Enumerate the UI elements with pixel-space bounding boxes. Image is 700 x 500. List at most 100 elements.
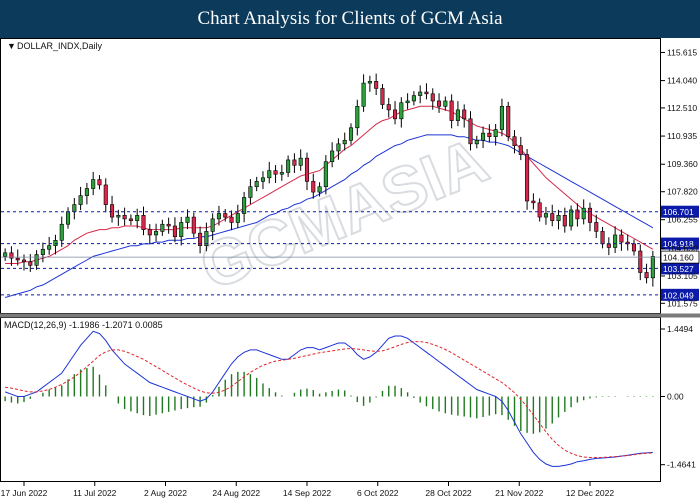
candle-down (550, 213, 555, 221)
time-tick-label: 28 Oct 2022 (425, 488, 472, 498)
candle-up (154, 231, 159, 236)
triangle-icon[interactable]: ▼ (7, 41, 16, 51)
candle-down (600, 231, 605, 245)
candle-down (392, 109, 398, 120)
candle-up (78, 195, 83, 205)
ma-slow-line (4, 134, 654, 298)
candle-up (355, 106, 360, 129)
candle-down (587, 207, 593, 223)
candle-up (47, 245, 52, 250)
time-axis: 17 Jun 2022 11 Jul 2022 2 Aug 2022 24 Aug 2… (1, 482, 614, 498)
time-tick-label: 21 Nov 2022 (495, 488, 543, 498)
candle-down (141, 215, 146, 230)
candle-up (260, 177, 266, 182)
price-tick-label: 104.630 (667, 244, 698, 254)
candle-up (40, 248, 45, 255)
candle-up (254, 181, 259, 188)
price-tick-label: 115.615 (667, 47, 697, 57)
time-tick-label: 11 Jul 2022 (73, 488, 117, 498)
candle-up (72, 204, 77, 213)
time-tick-label: 2 Aug 2022 (144, 488, 187, 498)
candle-up (399, 102, 404, 120)
price-tick-label: 109.360 (667, 159, 698, 169)
candle-up (474, 139, 479, 145)
candle-down (15, 257, 20, 261)
macd-lines (4, 330, 653, 467)
level-price-label: 103.527 (663, 264, 694, 274)
candle-down (430, 93, 435, 102)
candle-down (110, 204, 115, 218)
price-tick-label: 110.935 (667, 131, 697, 141)
candle-down (468, 118, 473, 145)
price-tick-label: 112.510 (667, 103, 697, 113)
candle-down (223, 213, 228, 218)
candle-up (361, 82, 366, 107)
horizontal-levels: 106.701 104.918 103.527 102.049 104.160 (1, 205, 700, 301)
candle-down (166, 223, 171, 227)
candle-up (116, 215, 121, 218)
candle-up (556, 215, 561, 221)
candle-up (235, 213, 240, 223)
candle-up (323, 161, 328, 188)
price-pane-frame (0, 38, 661, 314)
candle-down (619, 234, 624, 243)
level-price-label: 106.701 (663, 207, 694, 217)
level-price-box (661, 205, 699, 218)
candle-down (537, 202, 542, 218)
candle-up (34, 254, 39, 266)
price-tick-label: 114.040 (667, 76, 697, 86)
level-price-box (661, 237, 699, 250)
price-axis: 101.575 103.105 104.630 106.255 107.820 109.3… (661, 47, 698, 308)
candle-up (242, 197, 247, 214)
candle-down (531, 200, 536, 204)
candle-up (405, 100, 410, 104)
candle-down (21, 259, 27, 263)
candle-down (506, 106, 511, 137)
candle-down (644, 272, 649, 279)
candle-down (638, 250, 643, 273)
candle-down (172, 225, 177, 238)
candle-down (437, 100, 442, 107)
macd-tick-label: 1.4494 (667, 324, 693, 334)
current-price-label: 104.160 (663, 253, 694, 263)
time-tick-label: 14 Sep 2022 (283, 488, 331, 498)
candle-up (613, 234, 618, 248)
candle-up (348, 127, 354, 141)
candle-down (229, 216, 234, 223)
candle-up (298, 157, 303, 166)
candle-up (53, 240, 58, 246)
candle-up (543, 213, 548, 218)
candle-up (581, 207, 586, 220)
chart-banner-title: Chart Analysis for Clients of GCM Asia (0, 0, 700, 38)
candle-down (487, 132, 492, 137)
candle-up (59, 223, 64, 241)
candle-up (650, 256, 655, 279)
signal-line (5, 341, 653, 458)
candle-up (84, 188, 89, 196)
candle-up (65, 211, 71, 225)
candle-up (418, 91, 423, 96)
macd-title: MACD(12,26,9) -1.1986 -1.2071 0.0085 (4, 320, 163, 330)
candle-down (575, 209, 580, 220)
candle-up (569, 209, 574, 227)
level-price-label: 104.918 (663, 239, 694, 249)
candle-down (518, 145, 523, 155)
candle-down (273, 170, 278, 175)
time-tick-label: 24 Aug 2022 (212, 488, 260, 498)
current-price-box (660, 250, 700, 264)
candle-up (248, 186, 253, 198)
candle-down (594, 222, 599, 232)
candle-down (304, 157, 310, 182)
candle-up (493, 129, 498, 137)
price-chart: GCMASIA 106.701104.918103.527102.049104.… (0, 38, 700, 498)
candle-up (286, 159, 291, 173)
candle-down (424, 91, 429, 95)
candle-up (443, 100, 448, 107)
candle-up (317, 186, 322, 193)
level-price-box (661, 288, 699, 301)
candle-down (631, 243, 637, 252)
candle-up (216, 213, 221, 220)
candle-up (336, 143, 341, 152)
moving-average-lines (4, 105, 654, 298)
price-chart-title: DOLLAR_INDX,Daily (17, 41, 103, 51)
